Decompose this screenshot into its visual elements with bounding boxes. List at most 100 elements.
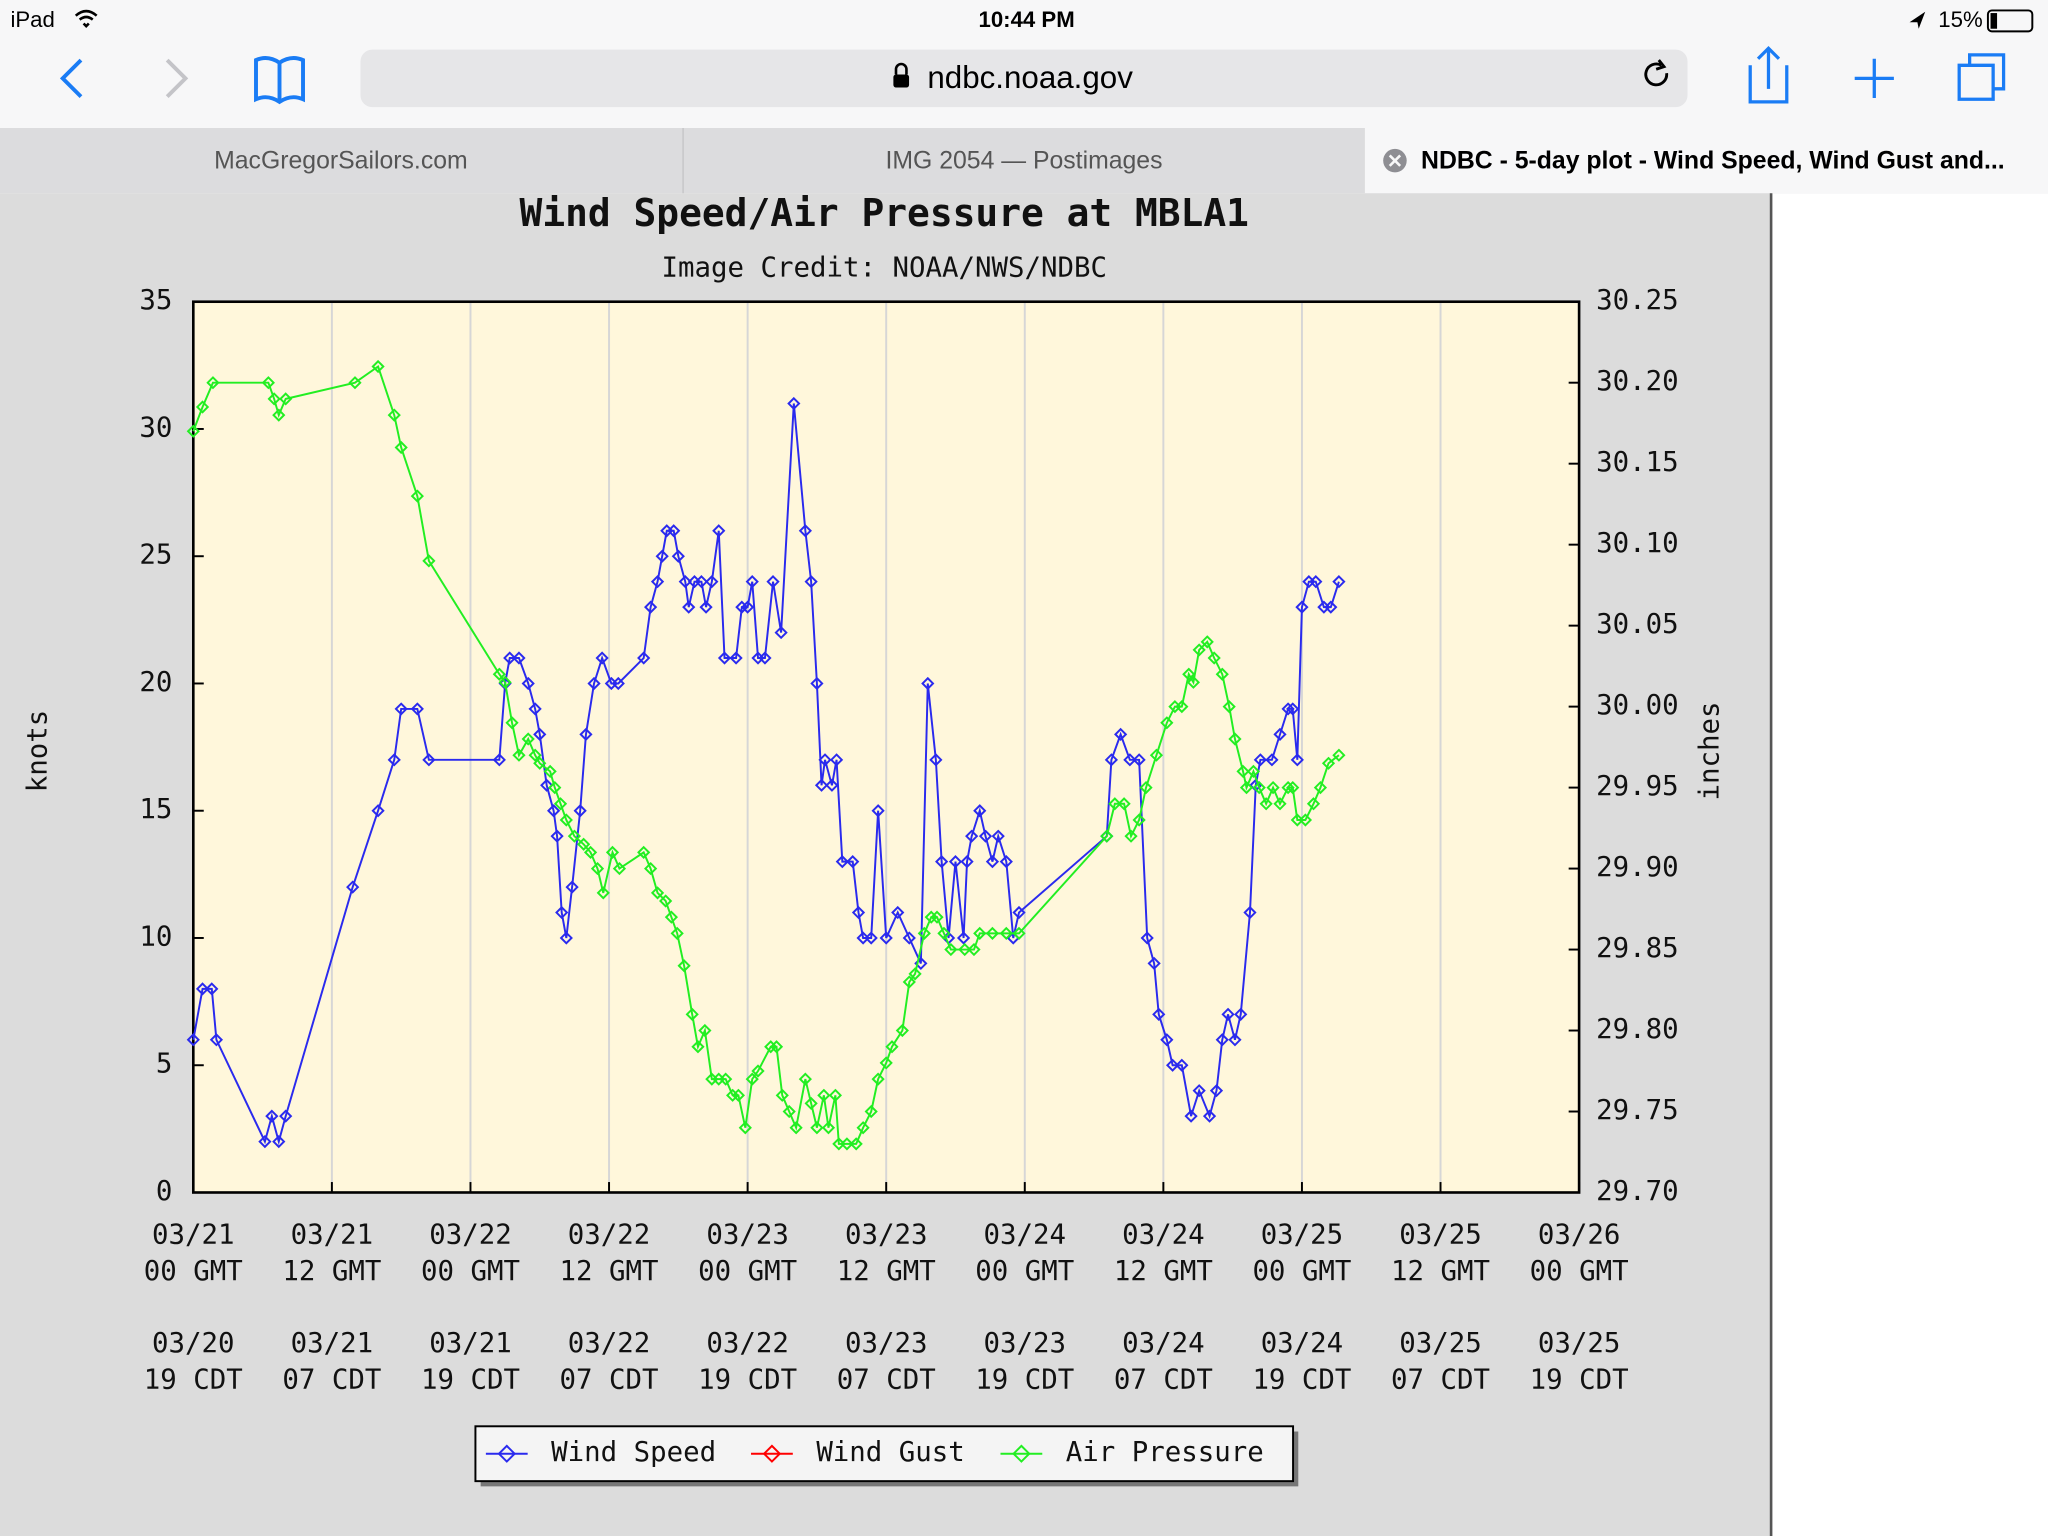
data-point <box>267 392 281 406</box>
data-point <box>567 829 582 843</box>
data-point <box>371 359 385 374</box>
data-point <box>817 1088 831 1102</box>
data-point <box>1309 575 1323 589</box>
data-point <box>540 778 554 792</box>
data-point <box>1147 956 1161 971</box>
data-point <box>1243 905 1257 920</box>
active-tab[interactable] <box>1364 128 2048 194</box>
data-point <box>991 829 1005 843</box>
data-point <box>205 982 219 996</box>
data-point <box>891 905 905 920</box>
data-point <box>745 575 759 589</box>
data-point <box>829 753 844 767</box>
y2-tick-label: 29.75 <box>1596 1095 1679 1126</box>
data-point <box>1104 753 1119 767</box>
data-point <box>1236 764 1250 779</box>
clock: 10:44 PM <box>979 7 1075 32</box>
data-point <box>705 575 719 589</box>
data-point <box>505 716 519 730</box>
data-point <box>410 702 424 716</box>
back-button[interactable] <box>59 58 83 99</box>
data-point <box>818 753 832 767</box>
data-point <box>751 1064 765 1078</box>
chart-subtitle: Image Credit: NOAA/NWS/NDBC <box>661 253 1107 284</box>
data-point <box>671 549 685 563</box>
data-point <box>846 855 860 869</box>
data-point <box>1306 797 1321 811</box>
address-bar[interactable] <box>360 49 1688 108</box>
data-point <box>1298 813 1313 827</box>
battery-fill <box>1990 13 1998 29</box>
new-tab-button[interactable] <box>1854 58 1894 98</box>
bookmarks-button[interactable] <box>254 56 305 105</box>
x-tick-label: 03/24 00 GMT <box>975 1219 1074 1287</box>
data-point <box>1252 780 1266 795</box>
data-point <box>944 942 958 957</box>
data-point <box>712 524 726 538</box>
x-tick-label: 03/21 07 CDT <box>282 1328 381 1396</box>
data-point <box>1152 1007 1166 1021</box>
data-point <box>1324 600 1338 614</box>
y-tick-label: 20 <box>139 667 172 698</box>
data-point <box>371 804 385 818</box>
data-point <box>1321 756 1336 770</box>
data-point <box>644 861 658 876</box>
reload-button[interactable] <box>1644 59 1669 87</box>
data-point <box>699 600 713 614</box>
data-point <box>209 1033 224 1047</box>
y-tick-label: 30 <box>139 412 172 443</box>
data-point <box>766 575 780 589</box>
data-point <box>1281 780 1295 795</box>
y2-tick-label: 30.00 <box>1596 690 1679 721</box>
data-point <box>595 651 609 665</box>
x-tick-label: 03/21 12 GMT <box>282 1219 381 1287</box>
data-point <box>1286 780 1300 795</box>
data-point <box>637 651 651 665</box>
data-point <box>895 1023 909 1038</box>
forward-button[interactable] <box>165 58 189 99</box>
legend <box>474 1425 1295 1483</box>
data-point <box>565 880 579 894</box>
data-point <box>999 926 1013 940</box>
data-point <box>840 1137 854 1151</box>
data-point <box>1192 643 1206 657</box>
x-tick-label: 03/23 00 GMT <box>698 1219 797 1287</box>
data-point <box>798 524 812 538</box>
data-point <box>650 886 665 900</box>
data-point <box>821 1121 836 1135</box>
data-point <box>583 845 598 859</box>
data-point <box>1273 797 1287 811</box>
data-point <box>590 861 605 876</box>
data-point <box>1222 700 1236 714</box>
data-point <box>498 675 512 689</box>
lock-shackle <box>894 62 908 75</box>
data-point <box>731 1088 745 1102</box>
data-point <box>1100 829 1114 843</box>
data-point <box>1207 651 1221 665</box>
close-icon <box>1388 154 1402 167</box>
data-point <box>394 440 408 455</box>
tabs: MacGregorSailors.com IMG 2054 — Postimage… <box>214 148 2005 175</box>
share-button[interactable] <box>1748 46 1789 104</box>
data-point <box>930 910 944 924</box>
y-tick-label: 15 <box>139 794 172 825</box>
tabs-button[interactable] <box>1957 53 2006 101</box>
x-tick-label: 03/25 12 GMT <box>1391 1219 1490 1287</box>
wifi-icon <box>74 9 98 28</box>
y2-tick-label: 30.10 <box>1596 528 1679 559</box>
legend-marker <box>497 1444 516 1463</box>
legend-marker <box>762 1444 782 1463</box>
data-point <box>1290 753 1304 767</box>
data-point <box>1221 1007 1235 1021</box>
data-point <box>738 1121 752 1135</box>
data-point <box>650 575 665 589</box>
data-point <box>644 600 658 614</box>
data-point <box>1332 575 1346 589</box>
data-point <box>810 1121 824 1135</box>
data-point <box>1239 780 1254 795</box>
x-tick-label: 03/21 19 CDT <box>421 1328 520 1396</box>
data-point <box>849 1137 863 1151</box>
data-point <box>279 392 293 406</box>
data-point <box>1295 600 1309 614</box>
